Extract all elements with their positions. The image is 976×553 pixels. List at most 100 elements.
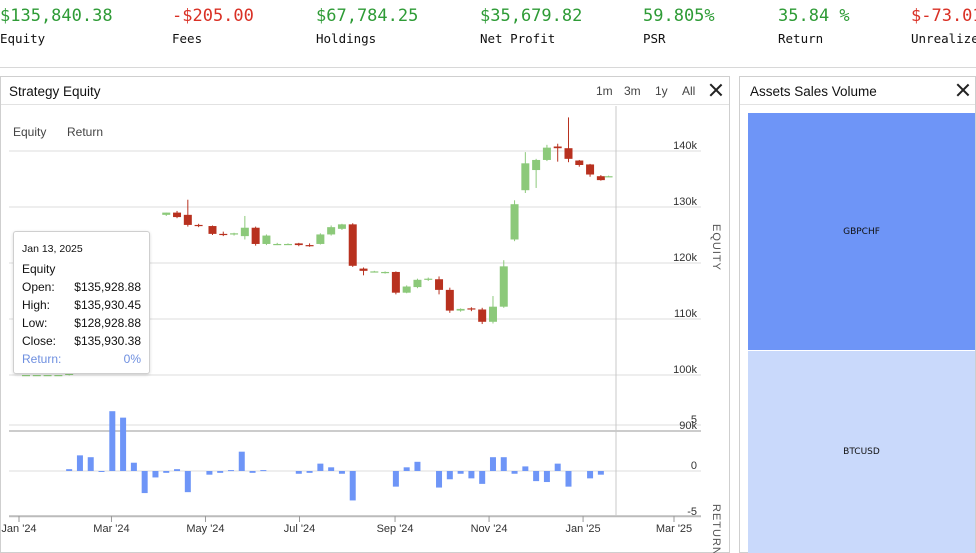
- stat-fees: -$205.00 Fees: [172, 4, 254, 47]
- tooltip-return-label: Return:: [22, 352, 62, 366]
- return-bar: [457, 471, 464, 474]
- tooltip-close-label: Close:: [22, 334, 57, 348]
- stat-unrealized: $-73.01 Unrealized: [911, 4, 976, 47]
- return-bar: [174, 469, 181, 471]
- return-bar: [597, 471, 604, 475]
- x-tick-label: Mar '24: [93, 523, 129, 535]
- candle-tooltip: Jan 13, 2025 Equity Open: $135,928.88 Hig…: [13, 231, 150, 374]
- candle-body: [348, 224, 357, 266]
- return-bar: [349, 471, 356, 501]
- assets-sales-volume-panel: Assets Sales Volume GBPCHF BTCUSD: [739, 76, 976, 553]
- candle-body: [43, 375, 52, 377]
- return-bar: [66, 469, 73, 471]
- stat-value: -$205.00: [172, 6, 254, 26]
- return-bar: [141, 471, 148, 494]
- range-all-button[interactable]: All: [682, 84, 696, 98]
- candle-body: [478, 309, 487, 322]
- tooltip-open-row: Open: $135,928.88: [22, 278, 141, 296]
- tooltip-return-value: 0%: [123, 352, 141, 366]
- tooltip-open-label: Open:: [22, 280, 55, 294]
- treemap-block-gbpchf[interactable]: GBPCHF: [748, 113, 975, 350]
- candle-body: [542, 147, 551, 160]
- stat-return: 35.84 % Return: [778, 4, 850, 47]
- stat-label: Unrealized: [911, 31, 976, 46]
- chart-axes: 90k 100k 110k 120k 130k 140k 5 0 -5 EQUITY RETURN J…: [1, 140, 722, 553]
- stat-label: Fees: [172, 31, 203, 46]
- y-tick-label: 0: [691, 460, 697, 472]
- panel-title: Assets Sales Volume: [750, 84, 877, 99]
- candle-body: [359, 268, 368, 271]
- stat-value: $135,840.38: [0, 6, 113, 26]
- range-1m-button[interactable]: 1m: [596, 84, 613, 98]
- stat-net-profit: $35,679.82 Net Profit: [480, 4, 582, 47]
- treemap-block-btcusd[interactable]: BTCUSD: [748, 351, 975, 553]
- y-tick-label: 140k: [673, 140, 697, 152]
- return-bar: [511, 471, 518, 474]
- return-bar: [152, 471, 159, 478]
- return-bar: [338, 471, 345, 474]
- stat-equity: $135,840.38 Equity: [0, 4, 113, 47]
- return-bar: [109, 411, 116, 471]
- return-bar: [217, 471, 224, 473]
- return-bar: [295, 471, 302, 474]
- y-tick-label: 120k: [673, 252, 697, 264]
- candle-body: [22, 375, 30, 377]
- return-bar-series: [66, 411, 604, 501]
- candle-body: [370, 271, 379, 273]
- tooltip-high-value: $135,930.45: [74, 298, 141, 312]
- return-bar: [446, 471, 453, 480]
- tab-return[interactable]: Return: [67, 125, 103, 139]
- candle-body: [445, 289, 454, 311]
- candle-body: [435, 279, 444, 290]
- candle-body: [553, 146, 562, 149]
- return-bar: [184, 471, 191, 493]
- y-axis-title: EQUITY: [710, 224, 722, 271]
- candle-body: [208, 226, 217, 234]
- return-bar: [249, 471, 256, 473]
- candle-body: [604, 176, 613, 178]
- return-bar: [392, 471, 399, 487]
- tooltip-low-label: Low:: [22, 316, 48, 330]
- strategy-equity-panel: Strategy Equity 1m 3m 1y All Equity Retu…: [0, 76, 730, 553]
- return-bar: [76, 455, 83, 471]
- return-bar: [306, 471, 313, 473]
- candle-body: [219, 233, 228, 236]
- y-axis-title: RETURN: [710, 504, 722, 553]
- tooltip-close-value: $135,930.38: [74, 334, 141, 348]
- tooltip-date: Jan 13, 2025: [22, 243, 83, 255]
- candle-body: [499, 266, 508, 307]
- y-tick-label: 5: [691, 414, 697, 426]
- return-bar: [479, 471, 486, 484]
- return-bar: [238, 451, 245, 471]
- y-tick-label: 90k: [679, 420, 697, 432]
- y-tick-label: 100k: [673, 364, 697, 376]
- close-icon[interactable]: [956, 83, 970, 97]
- x-tick-label: Jul '24: [284, 523, 315, 535]
- candle-body: [251, 227, 260, 244]
- y-tick-label: -5: [687, 506, 697, 518]
- tooltip-close-row: Close: $135,930.38: [22, 332, 141, 350]
- stats-bar: $135,840.38 Equity -$205.00 Fees $67,784…: [0, 0, 976, 68]
- x-tick-label: Jan '25: [566, 523, 601, 535]
- candle-body: [596, 176, 605, 181]
- tooltip-return-row: Return: 0%: [22, 350, 141, 368]
- candlestick-series: [22, 117, 613, 377]
- candle-body: [564, 148, 573, 159]
- candle-body: [413, 279, 422, 288]
- tab-equity[interactable]: Equity: [13, 125, 46, 139]
- candle-body: [65, 373, 74, 375]
- close-icon[interactable]: [709, 83, 723, 97]
- return-bar: [533, 471, 540, 482]
- panel-title: Strategy Equity: [9, 84, 101, 99]
- candle-body: [54, 375, 63, 377]
- stat-label: PSR: [643, 31, 666, 46]
- range-3m-button[interactable]: 3m: [624, 84, 641, 98]
- range-1y-button[interactable]: 1y: [655, 84, 668, 98]
- tooltip-low-row: Low: $128,928.88: [22, 314, 141, 332]
- candle-body: [337, 224, 346, 229]
- candle-body: [532, 159, 541, 171]
- candle-body: [262, 235, 271, 244]
- candle-body: [381, 271, 390, 274]
- return-bar: [120, 417, 127, 471]
- candle-body: [230, 233, 239, 235]
